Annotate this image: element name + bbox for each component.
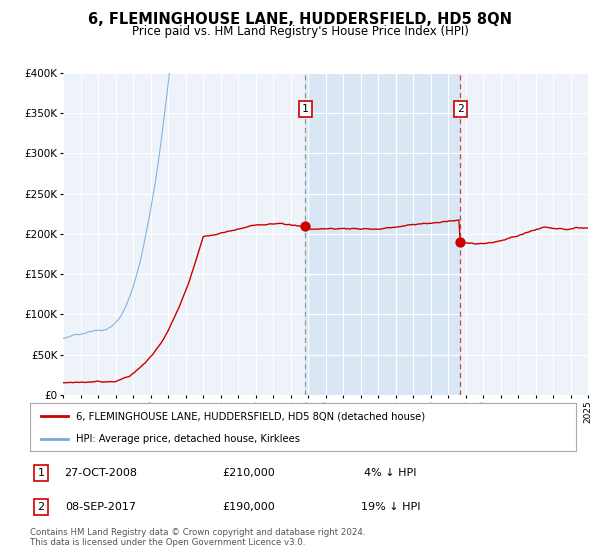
Text: £210,000: £210,000 (222, 468, 275, 478)
Text: 4% ↓ HPI: 4% ↓ HPI (364, 468, 416, 478)
Text: 6, FLEMINGHOUSE LANE, HUDDERSFIELD, HD5 8QN: 6, FLEMINGHOUSE LANE, HUDDERSFIELD, HD5 … (88, 12, 512, 27)
Text: 6, FLEMINGHOUSE LANE, HUDDERSFIELD, HD5 8QN (detached house): 6, FLEMINGHOUSE LANE, HUDDERSFIELD, HD5 … (76, 411, 425, 421)
Point (300, 221, 310, 230)
Text: £190,000: £190,000 (222, 502, 275, 512)
Bar (305, 73, 460, 395)
Text: 2: 2 (457, 104, 463, 114)
Text: 2: 2 (37, 502, 44, 512)
Text: HPI: Average price, detached house, Kirklees: HPI: Average price, detached house, Kirk… (76, 434, 301, 444)
Text: 19% ↓ HPI: 19% ↓ HPI (361, 502, 420, 512)
Point (455, 237, 465, 246)
Text: 08-SEP-2017: 08-SEP-2017 (65, 502, 136, 512)
Text: 1: 1 (302, 104, 308, 114)
Text: 1: 1 (37, 468, 44, 478)
Text: 27-OCT-2008: 27-OCT-2008 (64, 468, 137, 478)
Text: Price paid vs. HM Land Registry's House Price Index (HPI): Price paid vs. HM Land Registry's House … (131, 25, 469, 38)
Text: Contains HM Land Registry data © Crown copyright and database right 2024.
This d: Contains HM Land Registry data © Crown c… (30, 528, 365, 547)
